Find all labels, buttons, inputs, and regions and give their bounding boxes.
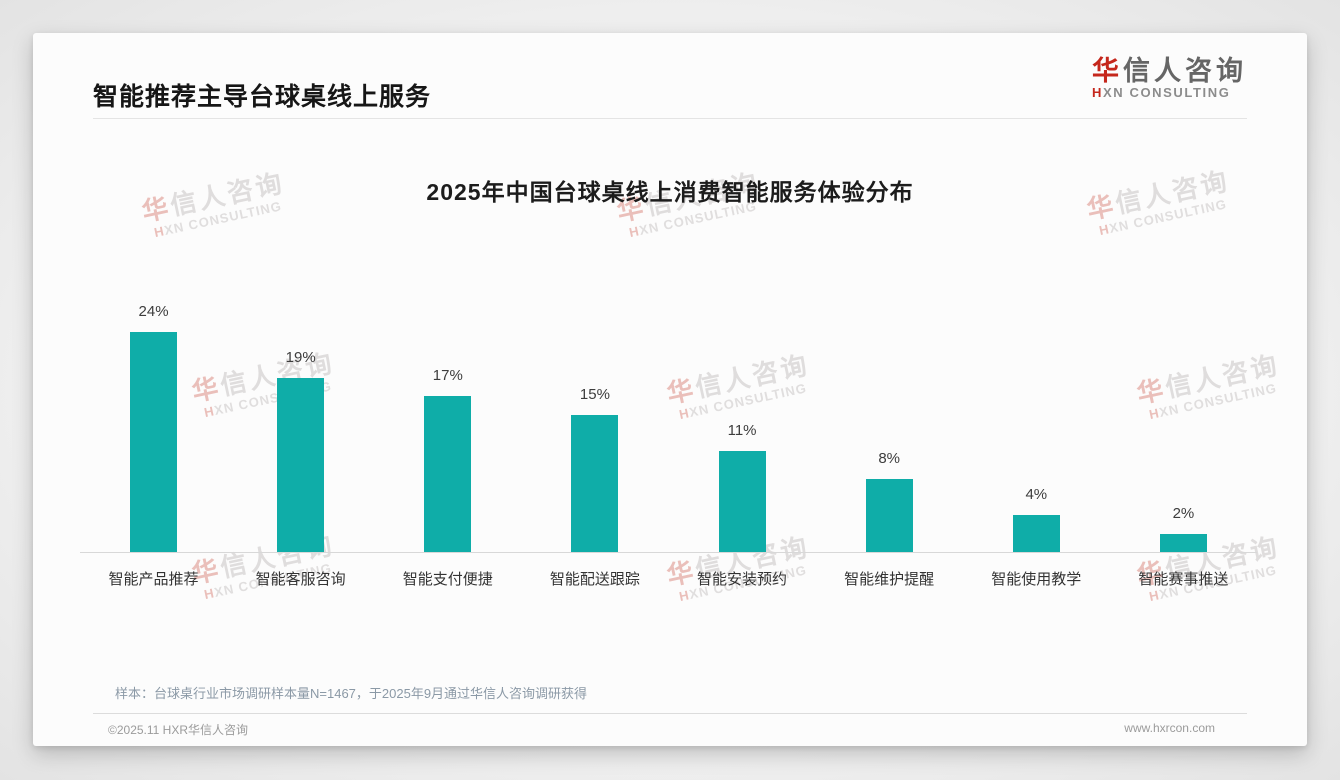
logo-english-text: HXN CONSULTING [1092, 85, 1231, 101]
bar-value-label: 15% [579, 386, 610, 403]
category-label: 智能客服咨询 [255, 571, 346, 588]
category-label: 智能配送跟踪 [549, 571, 640, 588]
bar-column: 15% [521, 265, 668, 552]
bar [277, 378, 325, 552]
category-label: 智能安装预约 [697, 571, 788, 588]
bar-value-label: 17% [432, 367, 463, 384]
bar-value-label: 8% [878, 450, 901, 467]
bar-column: 19% [227, 265, 374, 552]
bar-value-label: 2% [1172, 505, 1195, 522]
bar-value-label: 11% [727, 422, 757, 439]
bar-column: 24% [80, 265, 227, 552]
bar [718, 451, 766, 552]
slide-card: 华信人咨询 HXN CONSULTING 华信人咨询 HXN CONSULTING 华信… [33, 33, 1307, 746]
category-label: 智能维护提醒 [844, 571, 935, 588]
footer-divider [93, 713, 1247, 714]
copyright-text: ©2025.11 HXR华信人咨询 [108, 723, 248, 737]
sample-note: 样本：台球桌行业市场调研样本量N=1467，于2025年9月通过华信人咨询调研获… [115, 686, 588, 701]
bar [571, 415, 619, 552]
bar-column: 8% [816, 265, 963, 552]
website-url: www.hxrcon.com [1124, 721, 1215, 735]
category-label: 智能使用教学 [991, 571, 1082, 588]
category-label: 智能支付便捷 [402, 571, 493, 588]
logo-chinese-text: 华信人咨询 [1092, 56, 1247, 86]
company-logo: 华信人咨询 HXN CONSULTING [1092, 56, 1247, 101]
bar-column: 11% [669, 265, 816, 552]
bar [1159, 534, 1207, 552]
bars-area: 24% 19% 17% 15% 11% 8% 4% 2% [80, 265, 1257, 553]
bar [130, 332, 178, 552]
bar-column: 4% [963, 265, 1110, 552]
bar-chart: 24% 19% 17% 15% 11% 8% 4% 2% 智能产品推荐 智能客服咨询 智能支付便捷… [80, 265, 1257, 589]
category-labels: 智能产品推荐 智能客服咨询 智能支付便捷 智能配送跟踪 智能安装预约 智能维护提醒 智能使用… [80, 553, 1257, 589]
bar-column: 2% [1110, 265, 1257, 552]
page-title: 智能推荐主导台球桌线上服务 [93, 83, 432, 111]
category-label: 智能赛事推送 [1138, 571, 1229, 588]
bar [424, 396, 472, 552]
chart-title: 2025年中国台球桌线上消费智能服务体验分布 [426, 179, 914, 205]
bar-value-label: 4% [1025, 486, 1048, 503]
bar-value-label: 19% [285, 349, 316, 366]
bar-column: 17% [374, 265, 521, 552]
header: 智能推荐主导台球桌线上服务 华信人咨询 HXN CONSULTING [93, 33, 1247, 118]
category-label: 智能产品推荐 [108, 571, 199, 588]
bar [865, 479, 913, 552]
bar-value-label: 24% [138, 303, 169, 320]
header-divider [93, 118, 1247, 119]
bar [1012, 515, 1060, 552]
